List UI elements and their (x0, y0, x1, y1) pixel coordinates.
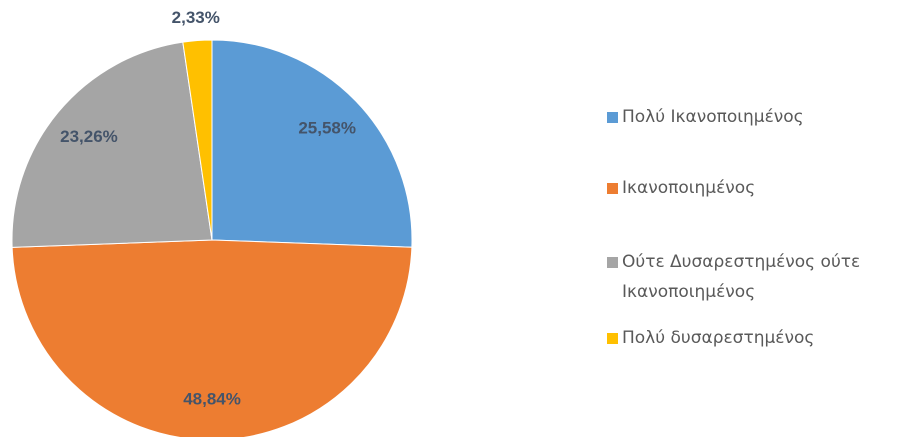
legend-swatch (607, 333, 618, 344)
data-label: 23,26% (60, 127, 118, 146)
legend-item: Ούτε Δυσαρεστημένος ούτε Ικανοποιημένος (607, 247, 892, 307)
legend-swatch (607, 257, 618, 268)
data-label: 25,58% (298, 118, 356, 137)
pie-slice (182, 39, 213, 241)
legend-swatch (607, 183, 618, 194)
legend-label: Πολύ Ικανοποιημένος (622, 107, 804, 127)
pie-slice (11, 41, 213, 248)
legend-swatch (607, 112, 618, 123)
legend-item: Πολύ δυσαρεστημένος (607, 323, 892, 353)
pie-slice (211, 39, 413, 248)
legend-label: Ικανοποιημένος (622, 178, 756, 198)
legend-label: Ούτε Δυσαρεστημένος ούτε Ικανοποιημένος (622, 252, 861, 302)
data-label: 2,33% (172, 8, 220, 27)
data-label: 48,84% (183, 389, 241, 408)
legend-item: Ικανοποιημένος (607, 173, 892, 203)
legend-label: Πολύ δυσαρεστημένος (622, 328, 815, 348)
pie-slice (11, 239, 413, 437)
legend-item: Πολύ Ικανοποιημένος (607, 102, 892, 132)
